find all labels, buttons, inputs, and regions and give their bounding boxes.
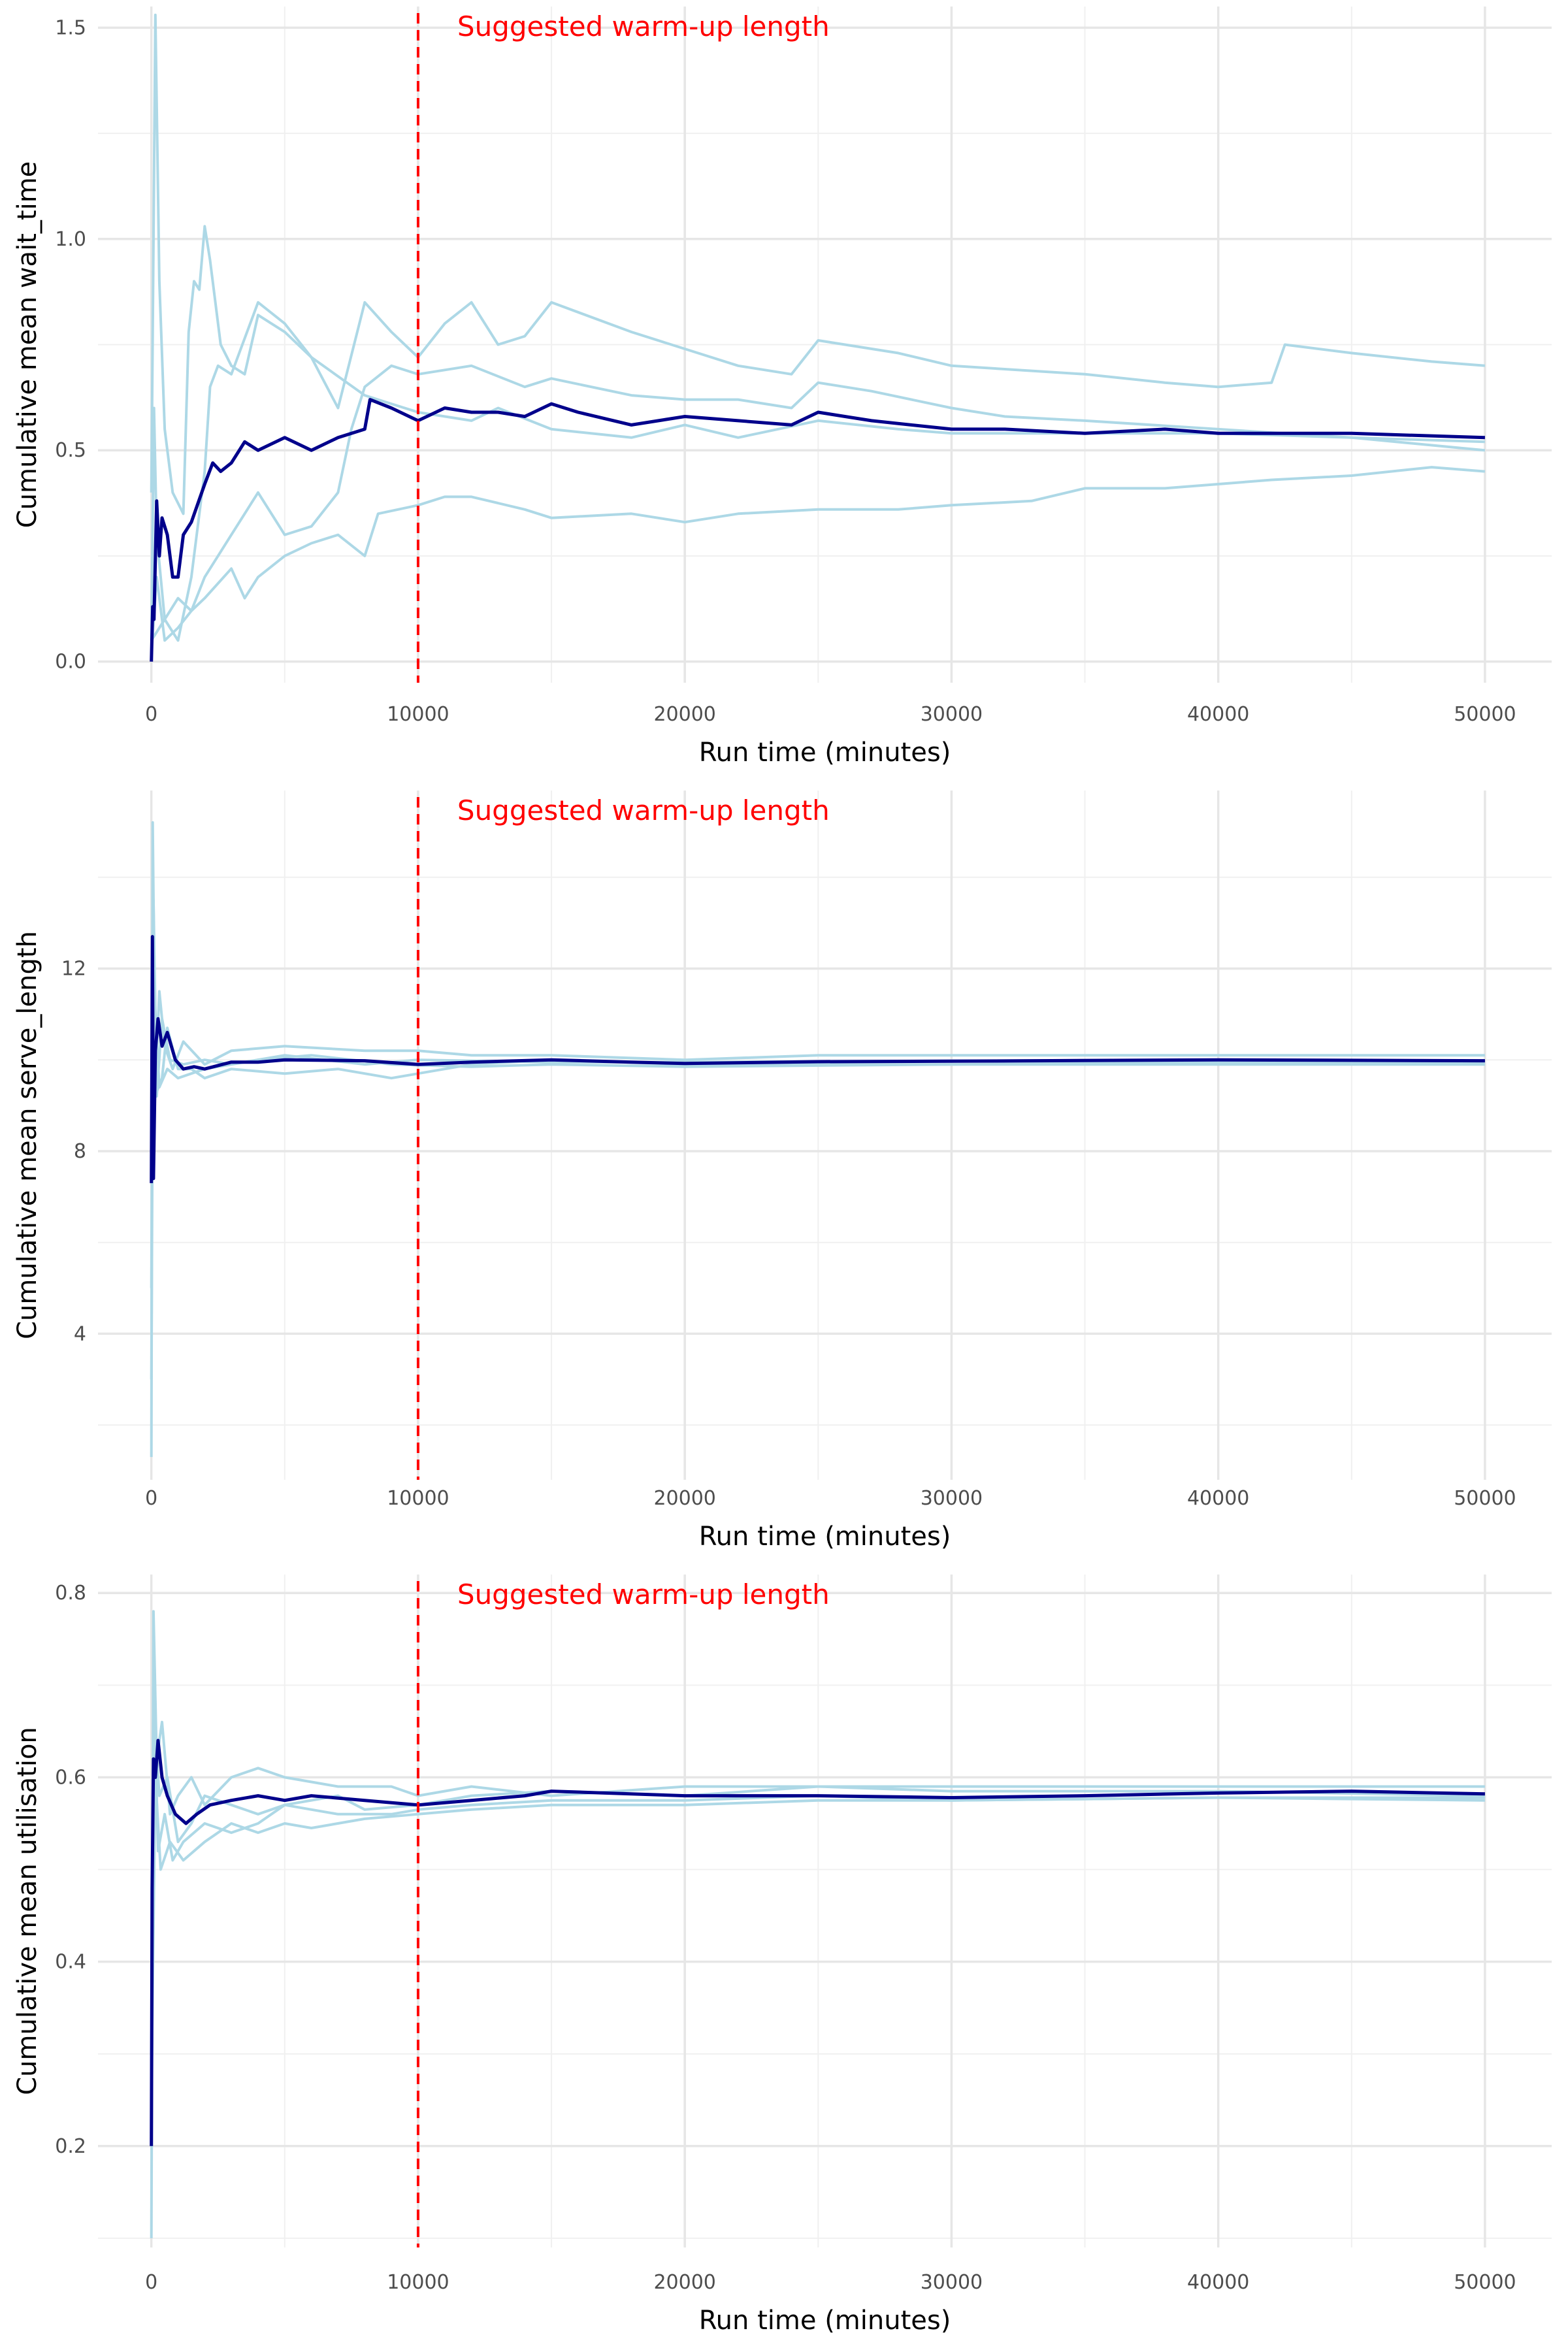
chart-panel-2: 0 10000 20000 30000 40000 50000 4 8 12 Suggested … xyxy=(12,791,1552,1552)
y-tick-label: 0.2 xyxy=(55,2135,86,2158)
x-tick-label: 10000 xyxy=(387,703,449,726)
x-tick-label: 0 xyxy=(145,1487,157,1510)
replication-series-line-2 xyxy=(150,898,1485,1380)
y-axis-title: Cumulative mean serve_length xyxy=(12,931,42,1339)
replication-series-line-2 xyxy=(150,301,1486,642)
y-tick-label: 0.4 xyxy=(55,1951,86,1974)
x-tick-label: 10000 xyxy=(387,2271,449,2294)
x-tick-label: 50000 xyxy=(1454,2271,1516,2294)
y-tick-label: 0.0 xyxy=(55,651,86,674)
y-tick-label: 0.5 xyxy=(55,439,86,462)
x-axis-title: Run time (minutes) xyxy=(699,1522,951,1552)
replication-series-line-1 xyxy=(150,1610,1485,2238)
y-axis-title: Cumulative mean utilisation xyxy=(12,1727,42,2095)
chart-panel-3: 0 10000 20000 30000 40000 50000 0.2 0.4 0.6 0.8 Su… xyxy=(12,1575,1552,2336)
x-tick-label: 20000 xyxy=(653,1487,715,1510)
x-tick-label: 40000 xyxy=(1187,2271,1249,2294)
x-tick-label: 20000 xyxy=(653,703,715,726)
replication-series-line-4 xyxy=(150,1776,1485,2100)
warmup-label: Suggested warm-up length xyxy=(457,794,830,826)
replication-series-line-1 xyxy=(150,821,1485,1458)
y-tick-label: 4 xyxy=(74,1322,86,1345)
replication-series-line-4 xyxy=(150,985,1485,1152)
y-tick-label: 8 xyxy=(74,1140,86,1163)
x-axis-title: Run time (minutes) xyxy=(699,738,951,768)
y-tick-label: 1.5 xyxy=(55,16,86,39)
x-tick-label: 50000 xyxy=(1454,703,1516,726)
replication-series-line-3 xyxy=(150,364,1486,653)
x-tick-label: 40000 xyxy=(1187,1487,1249,1510)
x-tick-label: 0 xyxy=(145,703,157,726)
mean-series-line xyxy=(150,1739,1485,2146)
x-axis-title: Run time (minutes) xyxy=(699,2306,951,2336)
panels: 0 10000 20000 30000 40000 50000 0.0 0.5 1.0 1.5 Su… xyxy=(12,7,1552,2336)
x-tick-label: 50000 xyxy=(1454,1487,1516,1510)
x-tick-label: 10000 xyxy=(387,1487,449,1510)
x-tick-label: 20000 xyxy=(653,2271,715,2294)
y-tick-label: 0.8 xyxy=(55,1582,86,1605)
x-tick-label: 30000 xyxy=(921,2271,983,2294)
replication-series-line-4 xyxy=(150,466,1486,642)
x-tick-label: 30000 xyxy=(921,1487,983,1510)
replication-series-line-3 xyxy=(150,1720,1485,2054)
y-tick-label: 0.6 xyxy=(55,1766,86,1789)
warmup-label: Suggested warm-up length xyxy=(457,10,830,42)
x-tick-label: 30000 xyxy=(921,703,983,726)
chart-panel-1: 0 10000 20000 30000 40000 50000 0.0 0.5 1.0 1.5 Su… xyxy=(12,7,1552,768)
y-tick-label: 12 xyxy=(61,957,86,980)
x-tick-label: 40000 xyxy=(1187,703,1249,726)
replication-series-line-1 xyxy=(150,13,1485,515)
warmup-label: Suggested warm-up length xyxy=(457,1578,830,1610)
mean-series-line xyxy=(150,398,1485,662)
x-tick-label: 0 xyxy=(145,2271,157,2294)
y-tick-label: 1.0 xyxy=(55,228,86,251)
mean-series-line xyxy=(150,935,1485,1183)
y-axis-title: Cumulative mean wait_time xyxy=(12,161,42,529)
